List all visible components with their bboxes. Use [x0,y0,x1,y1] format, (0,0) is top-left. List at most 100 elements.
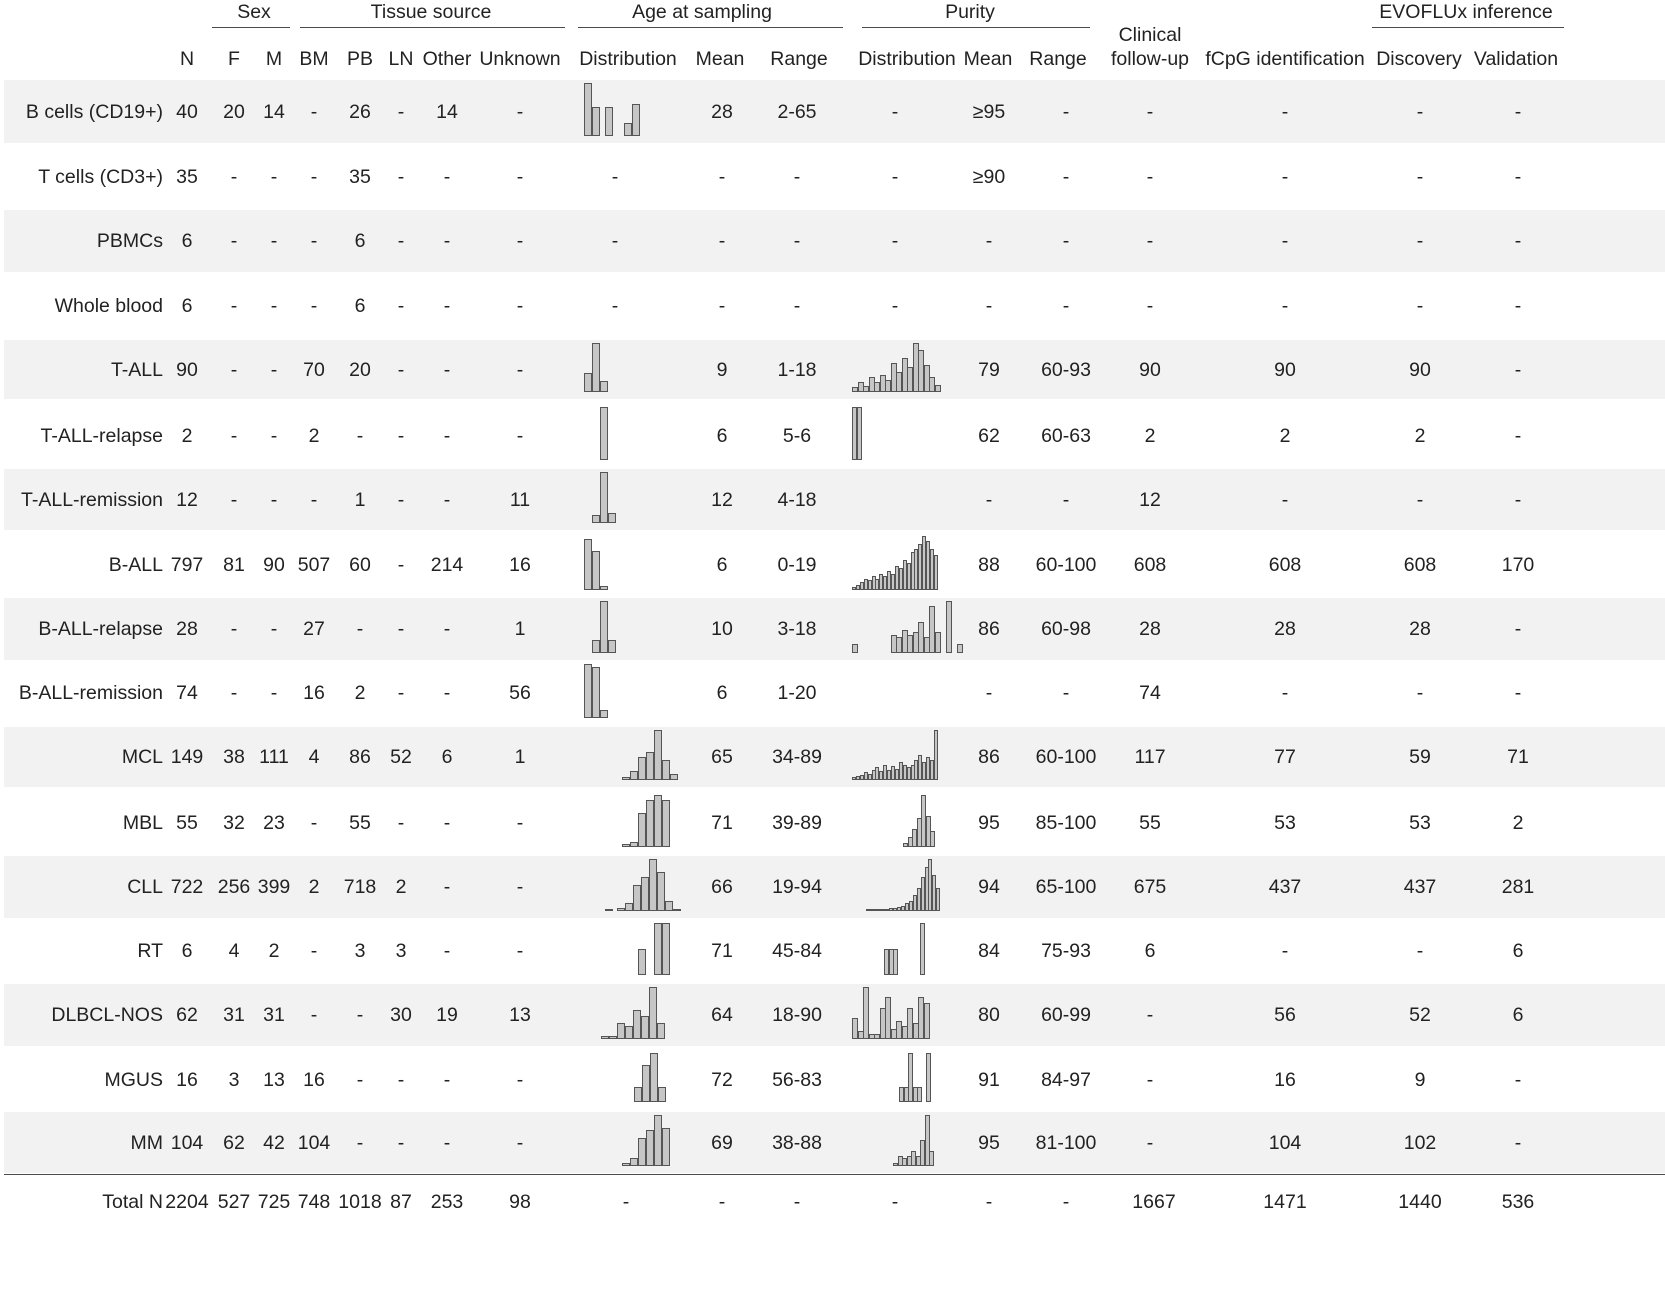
cell-unknown: - [516,876,524,898]
cell-other: - [443,618,451,640]
group-underline-evoflux [1372,27,1564,28]
cell-pur-range: - [1062,101,1070,123]
cell-f: 256 [217,876,251,898]
histogram-bar [662,800,670,847]
cell-validation: - [1514,101,1522,123]
cell-other: - [443,359,451,381]
cell-bm: 27 [303,618,325,640]
histogram-bar [852,1018,858,1039]
histogram-bar [893,949,898,975]
cell-pur-range: 75-93 [1041,940,1091,962]
cell-validation: 281 [1501,876,1535,898]
histogram-bar [649,987,657,1039]
group-underline-tissue-source [300,27,565,28]
cell-ln: - [397,489,405,511]
histogram-bar [874,382,880,392]
histogram-bar [625,1026,633,1039]
histogram-bar [662,760,670,780]
cell-discovery: 52 [1409,1004,1431,1026]
cell-ln: - [397,230,405,252]
cell-f: 38 [223,746,245,768]
cell-discovery: 608 [1403,554,1437,576]
cell-age-dist: - [611,166,619,188]
col-header-unknown: Unknown [479,48,561,70]
cell-other: 6 [441,746,453,768]
age-histogram [584,83,674,136]
purity-histogram [899,1053,989,1102]
age-histogram [592,601,682,653]
histogram-bar [605,909,613,911]
histogram-bar [902,1158,907,1166]
histogram-bar [874,909,878,911]
cell-age-range: 39-89 [772,812,822,834]
cell-n: 6 [181,940,193,962]
cell-fcpg: - [1281,295,1289,317]
cell-ln: - [397,1132,405,1154]
cell-ln: - [397,425,405,447]
cell-f: 62 [223,1132,245,1154]
histogram-bar [930,831,935,847]
cell-validation: 170 [1501,554,1535,576]
age-histogram [584,536,674,590]
total-label: Total N [102,1191,163,1213]
cell-f: - [230,166,238,188]
histogram-bar [592,640,600,653]
cell-validation: - [1514,230,1522,252]
histogram-bar [856,585,860,590]
cell-pb: 26 [349,101,371,123]
histogram-bar [864,579,868,590]
histogram-bar [634,1087,642,1102]
cell-clinical: - [1146,295,1154,317]
histogram-bar [896,372,902,392]
cell-age-range: - [793,230,801,252]
cell-pb: - [356,1004,364,1026]
col-header-other: Other [422,48,472,70]
cell-age-range: 18-90 [772,1004,822,1026]
cell-discovery: - [1416,682,1424,704]
histogram-bar [921,877,925,911]
histogram-bar [929,1151,934,1166]
cell-age-range: 2-65 [777,101,817,123]
histogram-bar [863,987,869,1039]
histogram-bar [646,1130,654,1166]
histogram-bar [662,1128,670,1166]
histogram-bar [907,563,911,590]
cell-age-range: 5-6 [782,425,812,447]
cell-pb: 35 [349,166,371,188]
cell-bm: 16 [303,682,325,704]
histogram-bar [932,875,936,911]
cell-pur-mean: 94 [978,876,1000,898]
cell-discovery: - [1416,101,1424,123]
cell-validation: - [1514,1132,1522,1154]
histogram-bar [875,579,879,590]
histogram-bar [935,632,941,653]
col-header-ln: LN [388,48,414,70]
cell-age-mean: 9 [716,359,728,381]
histogram-bar [874,1034,880,1039]
cell-ln: 30 [390,1004,412,1026]
total-cell-other: 253 [430,1191,464,1213]
col-header-fcpg-identification: fCpG identification [1205,48,1365,70]
cell-f: 81 [223,554,245,576]
histogram-bar [605,107,613,136]
cell-n: 2 [181,425,193,447]
age-histogram [622,795,712,847]
age-histogram [634,1053,724,1102]
cell-fcpg: 28 [1274,618,1296,640]
cell-other: - [443,295,451,317]
histogram-bar [638,813,646,847]
cell-ln: 2 [395,876,407,898]
histogram-bar [908,1053,913,1102]
histogram-bar [912,829,917,847]
histogram-bar [625,903,633,911]
histogram-bar [936,888,940,911]
histogram-bar [852,587,856,590]
row-label: DLBCL-NOS [51,1004,163,1026]
cell-validation: - [1514,489,1522,511]
col-header-purity-mean: Mean [963,48,1013,70]
cell-ln: - [397,812,405,834]
cell-n: 90 [176,359,198,381]
cell-f: 20 [223,101,245,123]
histogram-bar [600,407,608,460]
